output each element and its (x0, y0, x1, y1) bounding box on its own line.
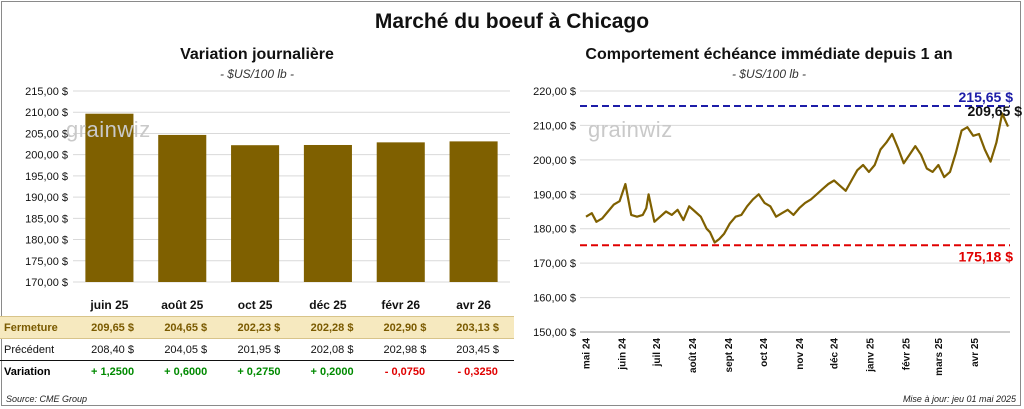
y-tick-label: 190,00 $ (25, 192, 68, 204)
cell-variation: + 0,2750 (237, 365, 281, 378)
x-tick-label: déc 25 (309, 298, 347, 312)
y-tick-label: 205,00 $ (25, 128, 68, 140)
y-tick-label: 150,00 $ (533, 327, 576, 339)
y-tick-label: 200,00 $ (25, 150, 68, 162)
cell-previous: 202,08 $ (295, 338, 369, 361)
bar (85, 113, 134, 282)
x-tick-label: oct 24 (759, 338, 770, 367)
y-tick-label: 215,00 $ (25, 86, 68, 98)
low-label: 175,18 $ (959, 248, 1014, 264)
y-tick-label: 220,00 $ (533, 86, 576, 98)
x-tick-label: févr 25 (901, 338, 912, 371)
bar (449, 141, 498, 282)
x-tick-label: janv 25 (866, 338, 877, 373)
row-previous: Précédent 208,40 $ 204,05 $ 201,95 $ 202… (0, 338, 514, 361)
x-tick-label: févr 26 (381, 298, 420, 312)
x-tick-label: déc 24 (830, 338, 841, 370)
cell-previous: 202,98 $ (368, 338, 442, 361)
cell-close: 202,23 $ (222, 316, 296, 339)
x-tick-label: avr 25 (970, 338, 981, 367)
watermark-left: grainwiz (66, 117, 151, 142)
row-close: Fermeture 209,65 $ 204,65 $ 202,23 $ 202… (0, 316, 514, 339)
x-tick-label: mai 24 (582, 338, 593, 370)
cell-variation: - 0,3250 (457, 365, 498, 378)
cell-close: 209,65 $ (76, 316, 150, 339)
x-tick-label: juin 24 (617, 338, 628, 371)
cell-close: 203,13 $ (441, 316, 514, 339)
y-tick-label: 195,00 $ (25, 171, 68, 183)
cell-close: 204,65 $ (149, 316, 223, 339)
update-note: Mise à jour: jeu 01 mai 2025 (902, 394, 1016, 404)
row-label: Variation (4, 365, 51, 378)
y-tick-label: 200,00 $ (533, 155, 576, 167)
y-tick-label: 210,00 $ (533, 120, 576, 132)
bar (303, 144, 352, 282)
cell-previous: 208,40 $ (76, 338, 150, 361)
right-chart-title: Comportement échéance immédiate depuis 1… (585, 46, 953, 63)
cell-variation: + 1,2500 (91, 365, 135, 378)
watermark-right: grainwiz (588, 117, 673, 142)
y-tick-label: 185,00 $ (25, 213, 68, 225)
cell-previous: 201,95 $ (222, 338, 296, 361)
x-tick-label: nov 24 (795, 338, 806, 370)
y-tick-label: 180,00 $ (533, 224, 576, 236)
cell-close: 202,90 $ (368, 316, 442, 339)
x-tick-label: sept 24 (724, 338, 735, 373)
cell-previous: 203,45 $ (441, 338, 514, 361)
x-tick-label: mars 25 (934, 338, 945, 376)
bar (158, 134, 207, 282)
right-chart-subtitle: - $US/100 lb - (731, 67, 807, 81)
cell-close: 202,28 $ (295, 316, 369, 339)
x-tick-label: juin 25 (89, 298, 128, 312)
last-value-label: 209,65 $ (968, 103, 1023, 119)
cell-variation: + 0,6000 (164, 365, 208, 378)
contract-table: Fermeture 209,65 $ 204,65 $ 202,23 $ 202… (0, 316, 514, 382)
row-label: Précédent (0, 338, 76, 361)
bar (376, 142, 425, 282)
y-tick-label: 175,00 $ (25, 256, 68, 268)
bar-chart: 170,00 $ 175,00 $ 180,00 $ 185,00 $ 190,00 $… (25, 86, 510, 312)
bar (231, 145, 280, 282)
price-line (585, 112, 1010, 244)
x-tick-label: avr 26 (456, 298, 491, 312)
main-title: Marché du boeuf à Chicago (374, 10, 650, 33)
cell-variation: - 0,0750 (384, 365, 426, 378)
source-note: Source: CME Group (6, 394, 88, 404)
x-tick-label: août 24 (688, 338, 699, 373)
y-tick-label: 210,00 $ (25, 107, 68, 119)
y-tick-label: 170,00 $ (533, 258, 576, 270)
x-tick-label: juil 24 (652, 338, 663, 368)
x-tick-label: oct 25 (238, 298, 273, 312)
cell-variation: + 0,2000 (310, 365, 354, 378)
line-chart: 150,00 $ 160,00 $ 170,00 $ 180,00 $ 190,00 $… (533, 86, 1023, 376)
high-label: 215,65 $ (959, 89, 1014, 105)
row-label: Fermeture (0, 316, 76, 339)
y-tick-label: 180,00 $ (25, 235, 68, 247)
left-chart-title: Variation journalière (180, 46, 334, 63)
left-chart-subtitle: - $US/100 lb - (219, 67, 295, 81)
cell-previous: 204,05 $ (149, 338, 223, 361)
y-tick-label: 170,00 $ (25, 277, 68, 289)
x-tick-label: août 25 (161, 298, 203, 312)
y-tick-label: 160,00 $ (533, 293, 576, 305)
row-variation: Variation + 1,2500 + 0,6000 + 0,2750 + 0… (0, 361, 514, 383)
y-tick-label: 190,00 $ (533, 189, 576, 201)
